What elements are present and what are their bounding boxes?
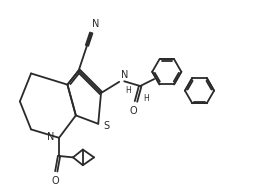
Text: H: H <box>143 94 149 103</box>
Text: H: H <box>125 86 131 95</box>
Text: N: N <box>92 19 99 29</box>
Text: O: O <box>130 106 138 116</box>
Text: N: N <box>47 132 54 142</box>
Text: N: N <box>122 70 129 80</box>
Text: O: O <box>51 176 59 186</box>
Text: S: S <box>103 121 109 131</box>
